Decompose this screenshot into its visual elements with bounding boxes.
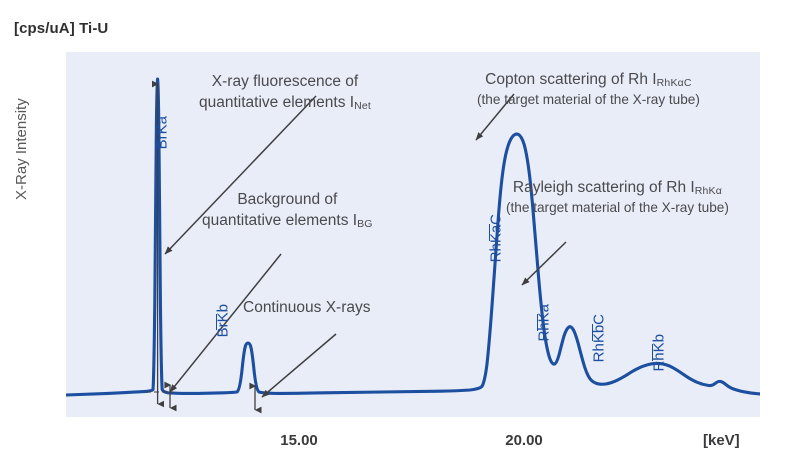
peak-tick-rhkb (652, 344, 653, 361)
spectrum-svg (66, 77, 760, 414)
continuous-xrays-leader-arrow (261, 333, 337, 398)
annotation-xrf-line1: X-ray fluorescence of (211, 73, 359, 90)
peak-label-rhkb: RhKb (651, 296, 676, 372)
peak-label-brkb: BrKb (215, 271, 240, 337)
annotation-background-line2: quantitative elements I (202, 211, 358, 229)
x-axis-unit-label: [keV] (703, 432, 740, 449)
y-axis-title: X-Ray Intensity (13, 98, 30, 200)
y-axis-unit-label: [cps/uA] Ti-U (14, 20, 109, 37)
compton-leader-arrow (475, 93, 515, 141)
annotation-compton-line1: Copton scattering of Rh I (485, 71, 657, 88)
peak-label-rhkbc: RhKbC (591, 266, 616, 362)
background-leader-arrow (169, 253, 282, 393)
spectrum-plot-area (66, 52, 760, 417)
annotation-xrf-line2-wrap: quantitative elements INet (199, 93, 371, 114)
peak-label-brka: BrKa (154, 83, 179, 149)
peak-label-rhka: RhKa (536, 266, 561, 342)
annotation-continuous-xrays: Continuous X-rays (243, 298, 371, 319)
annotation-compton: Copton scattering of Rh IRhKαC (the targ… (477, 70, 700, 109)
annotation-xray-fluorescence: X-ray fluorescence of quantitative eleme… (199, 72, 371, 114)
peak-tick-rhkac (489, 224, 490, 241)
peak-label-rhka-text: RhKa (535, 304, 553, 342)
annotation-background-line1: Background of (237, 191, 338, 208)
y-axis-title-text: X-Ray Intensity (13, 98, 30, 200)
x-tick-label-15: 15.00 (280, 432, 318, 449)
peak-label-rhkac-text: RhKaC (487, 214, 505, 263)
annotation-xrf-line2: quantitative elements I (199, 93, 355, 111)
rayleigh-leader-arrow (521, 241, 567, 286)
peak-label-rhkb-text: RhKb (650, 334, 668, 372)
annotation-compton-subscript: RhKαC (656, 77, 692, 89)
annotation-background-subscript: BG (357, 217, 373, 230)
xrf-leader-arrow (164, 95, 317, 255)
annotation-rayleigh: Rayleigh scattering of Rh IRhKα (the tar… (506, 178, 729, 217)
peak-label-brkb-text: BrKb (214, 304, 232, 338)
annotation-rayleigh-line1: Rayleigh scattering of Rh I (512, 179, 695, 196)
peak-tick-brkb (216, 314, 217, 330)
peak-tick-rhkbc (592, 324, 593, 341)
annotation-compton-line2: (the target material of the X-ray tube) (477, 91, 700, 107)
peak-tick-rhka (537, 314, 538, 331)
peak-label-rhkbc-text: RhKbC (590, 314, 608, 363)
annotation-rayleigh-line2: (the target material of the X-ray tube) (506, 199, 729, 215)
annotation-compton-line1-wrap: Copton scattering of Rh IRhKαC (477, 70, 700, 91)
annotation-rayleigh-subscript: RhKα (694, 185, 722, 197)
annotation-background: Background of quantitative elements IBG (202, 190, 373, 232)
annotation-rayleigh-line1-wrap: Rayleigh scattering of Rh IRhKα (506, 178, 729, 199)
x-tick-label-20: 20.00 (505, 432, 543, 449)
peak-label-brka-text: BrKa (153, 116, 171, 150)
annotation-xrf-subscript: Net (354, 99, 372, 112)
annotation-background-line2-wrap: quantitative elements IBG (202, 211, 373, 232)
annotation-continuous-xrays-line1: Continuous X-rays (243, 299, 371, 316)
peak-tick-brka (155, 126, 156, 143)
